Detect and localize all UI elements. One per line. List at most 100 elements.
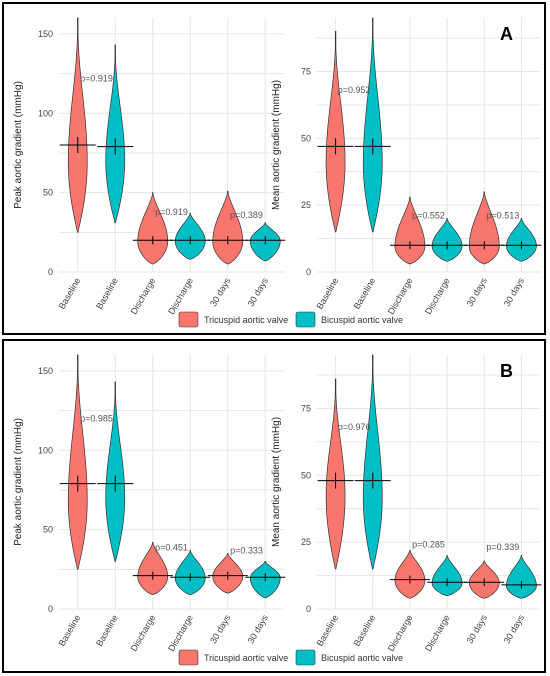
violin-bicuspid-5 [245,561,286,599]
x-tick-label: Baseline [314,613,340,648]
x-tick-label: Baseline [94,276,120,311]
y-tick-label: 0 [306,267,311,277]
violin-tricuspid-4 [464,191,505,265]
x-tick-label: 30 days [502,613,527,646]
violin-tricuspid-2 [389,549,430,599]
legend-label-tricuspid: Tricuspid aortic valve [204,315,288,325]
violin-bicuspid-5 [245,222,286,262]
violin-body [325,31,346,233]
p-value-label: p=0.919 [80,74,113,84]
violin-body [212,190,244,265]
x-tick-label: Discharge [423,276,452,316]
panel-a-svg: 0 50 100 150 Peak aortic gradient (mmHg) Base… [13,17,542,328]
x-tick-label: 30 days [208,613,233,646]
violin-body [506,218,537,262]
x-tick-label: Baseline [314,276,340,311]
x-tick-label: Baseline [352,276,378,311]
violin-bicuspid-3 [427,555,468,596]
panel-b: 0 50 100 150 Peak aortic gradient (mmHg) Base… [2,339,546,673]
x-tick-label: Baseline [57,276,83,311]
p-value-label: p=0.976 [338,422,371,432]
legend: Tricuspid aortic valve Bicuspid aortic v… [178,649,403,666]
panel-label-a: A [500,24,513,44]
x-tick-label: Discharge [166,276,195,316]
x-tick-label: Discharge [386,613,415,653]
y-tick-label: 50 [43,525,53,535]
y-tick-label: 25 [301,537,311,547]
violin-bicuspid-1 [97,381,134,562]
p-value-label: p=0.513 [486,211,519,221]
violin-bicuspid-3 [170,212,211,260]
y-axis-label: Mean aortic gradient (mmHg) [271,80,282,210]
y-tick-label: 0 [48,604,53,614]
x-tick-label: 30 days [502,276,527,309]
violin-bicuspid-5 [501,218,542,262]
x-tick-label: 30 days [246,613,271,646]
y-tick-label: 100 [38,445,53,455]
panel-a: 0 50 100 150 Peak aortic gradient (mmHg) Base… [2,2,546,335]
p-value-label: p=0.339 [486,542,519,552]
violin-body [67,354,88,570]
y-tick-label: 0 [48,267,53,277]
p-value-label: p=0.985 [80,414,113,424]
y-axis-label: Mean aortic gradient (mmHg) [271,417,282,547]
y-tick-label: 150 [38,366,53,376]
y-tick-label: 25 [301,200,311,210]
y-tick-label: 150 [38,29,53,39]
y-tick-label: 100 [38,108,53,118]
x-tick-label: 30 days [465,276,490,309]
violin-tricuspid-0 [59,17,96,233]
chart-peak-gradient-a: 0 50 100 150 Peak aortic gradient (mmHg) Base… [13,17,286,316]
x-tick-label: Baseline [57,613,83,648]
legend-swatch-tricuspid [178,649,199,666]
legend-label-bicuspid: Bicuspid aortic valve [321,653,403,663]
violin-body [506,555,537,599]
x-tick-label: Discharge [386,276,415,316]
violin-tricuspid-2 [132,192,173,265]
x-tick-label: Baseline [352,613,378,648]
x-tick-label: Baseline [94,613,120,648]
chart-peak-gradient-b: 0 50 100 150 Peak aortic gradient (mmHg) Base… [13,354,286,653]
chart-mean-gradient-a: 0 25 50 75 Mean aortic gradient (mmHg) Baseli… [271,17,542,316]
p-value-label: p=0.451 [155,542,188,552]
violin-tricuspid-2 [389,196,430,265]
gridlines [317,18,540,273]
violin-tricuspid-4 [207,553,248,594]
violin-body [362,354,383,570]
violin-tricuspid-0 [317,31,354,233]
legend-swatch-bicuspid [295,649,316,666]
violin-body [67,17,88,233]
panel-label-b: B [500,361,513,381]
y-axis-label: Peak aortic gradient (mmHg) [13,81,24,209]
violin-body [362,17,383,233]
gridlines [59,355,284,610]
x-tick-label: Discharge [129,613,158,653]
violin-bicuspid-5 [501,555,542,599]
x-tick-label: Discharge [423,613,452,653]
violin-bicuspid-1 [354,354,391,570]
violin-tricuspid-2 [132,541,173,596]
p-value-label: p=0.919 [155,207,188,217]
gridlines [317,355,540,610]
panel-b-svg: 0 50 100 150 Peak aortic gradient (mmHg) Base… [13,354,542,666]
p-value-label: p=0.952 [338,85,371,95]
x-tick-label: Discharge [129,276,158,316]
violin-body [137,541,169,596]
p-value-label: p=0.389 [230,210,263,220]
legend-swatch-bicuspid [295,311,316,328]
legend-swatch-tricuspid [178,311,199,328]
p-value-label: p=0.285 [412,540,445,550]
legend-label-bicuspid: Bicuspid aortic valve [321,315,403,325]
violin-bicuspid-1 [354,17,391,233]
y-axis-label: Peak aortic gradient (mmHg) [13,418,24,546]
x-tick-label: Discharge [166,613,195,653]
p-value-label: p=0.552 [412,211,445,221]
y-tick-label: 50 [43,188,53,198]
violin-body [174,549,206,596]
violin-body [137,192,169,265]
p-value-label: p=0.333 [230,545,263,555]
violin-tricuspid-0 [59,354,96,570]
violin-tricuspid-0 [317,378,354,570]
y-tick-label: 75 [301,66,311,76]
y-tick-label: 75 [301,403,311,413]
